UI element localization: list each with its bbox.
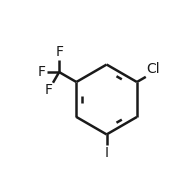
Text: F: F [55,45,63,59]
Text: I: I [105,146,109,160]
Text: F: F [38,65,46,79]
Text: Cl: Cl [147,62,160,77]
Text: F: F [44,83,52,97]
